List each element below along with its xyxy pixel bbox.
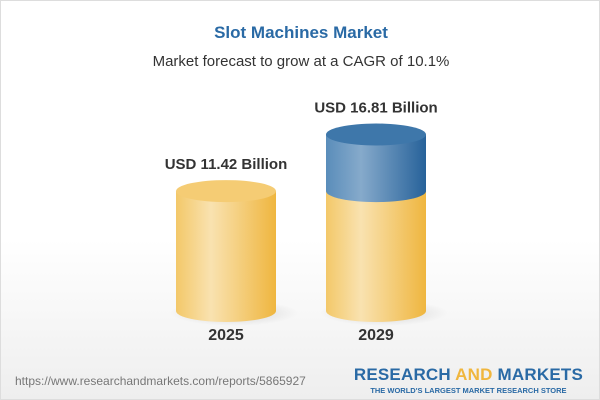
- chart-title: Slot Machines Market: [214, 23, 388, 42]
- cylinder-base-2029: [326, 191, 426, 322]
- source-url[interactable]: https://www.researchandmarkets.com/repor…: [15, 374, 306, 388]
- data-label: USD 11.42 Billion: [165, 156, 288, 173]
- data-label: USD 16.81 Billion: [314, 99, 437, 116]
- category-label: 2025: [208, 327, 244, 344]
- cylinder-growth-2029: [326, 134, 426, 203]
- cylinder-chart: USD 11.42 Billion 2025 USD 16.81 Billion 20…: [165, 99, 448, 344]
- cylinder-base-2025: [176, 191, 276, 322]
- category-label: 2029: [358, 327, 394, 344]
- cylinder-top-2029: [326, 123, 426, 146]
- research-and-markets-logo: RESEARCH AND MARKETS THE WORLD'S LARGEST…: [353, 365, 583, 395]
- cylinder-top-2025: [176, 180, 276, 203]
- chart-subtitle: Market forecast to grow at a CAGR of 10.…: [152, 53, 450, 70]
